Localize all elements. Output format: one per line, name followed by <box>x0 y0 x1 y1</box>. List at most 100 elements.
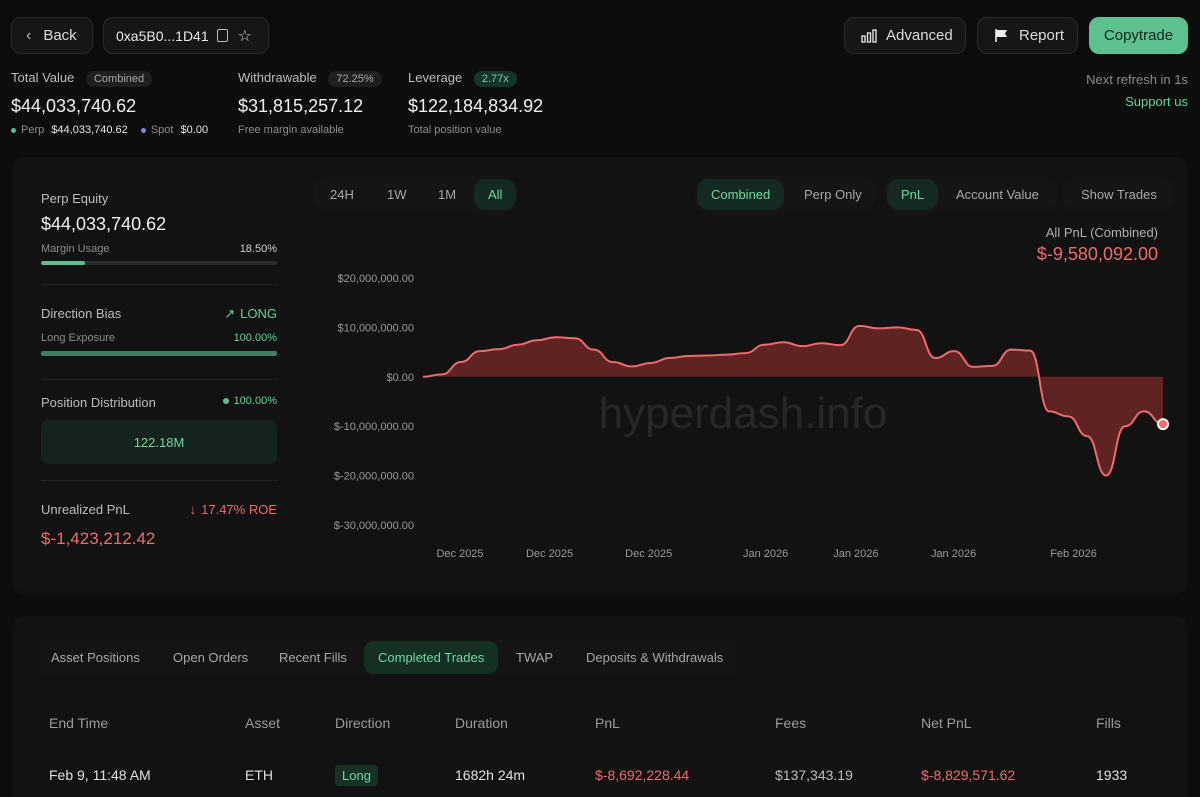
unrealized-pnl-value: $-1,423,212.42 <box>41 529 156 548</box>
advanced-button[interactable]: Advanced <box>844 17 966 54</box>
combined-badge: Combined <box>85 71 153 87</box>
x-tick-label: Jan 2026 <box>931 548 976 560</box>
pnl-area <box>423 325 1163 476</box>
tab-recent-fills[interactable]: Recent Fills <box>279 650 347 665</box>
column-header[interactable]: End Time <box>49 715 109 731</box>
long-exposure-bar <box>41 351 277 356</box>
leverage-badge: 2.77x <box>473 71 517 87</box>
perp-equity-value: $44,033,740.62 <box>41 214 167 234</box>
withdrawable-label: Withdrawable <box>238 70 317 85</box>
cell-fees: $137,343.19 <box>775 767 853 783</box>
cell-direction-badge: Long <box>335 765 378 786</box>
metric-account-value[interactable]: Account Value <box>956 187 1039 202</box>
long-exposure-label: Long Exposure <box>41 332 115 344</box>
trending-up-icon: ↗ <box>224 306 236 321</box>
column-header[interactable]: Direction <box>335 715 391 731</box>
perp-dot-icon <box>11 127 16 133</box>
range-24h[interactable]: 24H <box>330 187 354 202</box>
copytrade-button[interactable]: Copytrade <box>1089 17 1188 54</box>
range-1w[interactable]: 1W <box>387 187 407 202</box>
y-tick-label: $-20,000,000.00 <box>334 471 414 483</box>
column-header[interactable]: Net PnL <box>921 715 972 731</box>
pnl-value: $-9,580,092.00 <box>1036 244 1158 264</box>
back-button[interactable]: ‹ Back <box>11 17 93 54</box>
divider <box>41 284 277 285</box>
tab-asset-positions[interactable]: Asset Positions <box>51 650 140 665</box>
long-exposure-fill <box>41 351 277 356</box>
address-chip: 0xa5B0...1D41 ☆ <box>103 17 269 54</box>
pnl-line <box>422 324 1164 477</box>
copytrade-label: Copytrade <box>1103 27 1174 44</box>
y-tick-label: $0.00 <box>386 372 414 384</box>
cell-net-pnl: $-8,829,571.62 <box>921 767 1016 783</box>
current-point <box>1157 418 1169 431</box>
copy-icon[interactable] <box>216 29 228 42</box>
spot-value: $0.00 <box>180 124 209 136</box>
column-header[interactable]: Asset <box>245 715 281 731</box>
show-trades-toggle[interactable]: Show Trades <box>1081 187 1157 202</box>
margin-usage-label: Margin Usage <box>41 243 110 255</box>
position-distribution-bar: 122.18M <box>41 420 277 464</box>
perp-value: $44,033,740.62 <box>51 124 128 136</box>
cell-end-time: Feb 9, 11:48 AM <box>49 767 151 783</box>
total-value-label: Total Value <box>11 70 75 85</box>
total-value: $44,033,740.62 <box>11 96 137 116</box>
cell-duration: 1682h 24m <box>455 767 526 783</box>
range-all[interactable]: All <box>474 179 517 210</box>
mode-combined[interactable]: Combined <box>697 179 785 210</box>
watermark: hyperdash.info <box>599 389 888 438</box>
cell-asset: ETH <box>245 767 273 783</box>
long-exposure-value: 100.00% <box>233 332 277 344</box>
wallet-address: 0xa5B0...1D41 <box>116 27 209 44</box>
mode-perp-only[interactable]: Perp Only <box>804 187 862 202</box>
bar-chart-icon <box>861 28 877 43</box>
unrealized-pnl-label: Unrealized PnL <box>41 502 130 517</box>
y-tick-label: $-10,000,000.00 <box>334 421 414 433</box>
perp-equity-label: Perp Equity <box>41 191 109 206</box>
metric-pnl[interactable]: PnL <box>887 179 939 210</box>
withdrawable-sub: Free margin available <box>238 124 344 136</box>
chevron-left-icon: ‹ <box>26 26 32 44</box>
tab-completed-trades[interactable]: Completed Trades <box>364 641 499 674</box>
y-tick-label: $20,000,000.00 <box>338 273 414 285</box>
column-header[interactable]: PnL <box>595 715 620 731</box>
perp-label: Perp <box>21 124 45 136</box>
pnl-chart[interactable]: hyperdash.info $20,000,000.00 $10,000,000… <box>300 260 1180 570</box>
withdrawable-block: Withdrawable 72.25% $31,815,257.12 Free … <box>238 70 382 136</box>
arrow-down-icon: ↓ <box>189 502 197 517</box>
unrealized-pnl-block: Unrealized PnL ↓ 17.47% ROE $-1,423,212.4… <box>41 502 277 549</box>
support-link[interactable]: Support us <box>1125 94 1188 109</box>
total-value-block: Total Value Combined $44,033,740.62 Perp… <box>11 70 208 136</box>
column-header[interactable]: Fees <box>775 715 807 731</box>
star-icon[interactable]: ☆ <box>237 27 252 45</box>
leverage-label: Leverage <box>408 70 463 85</box>
column-header[interactable]: Duration <box>455 715 508 731</box>
leverage-block: Leverage 2.77x $122,184,834.92 Total pos… <box>408 70 543 136</box>
x-tick-label: Dec 2025 <box>436 548 483 560</box>
tab-open-orders[interactable]: Open Orders <box>173 650 249 665</box>
margin-usage-fill <box>41 261 85 265</box>
range-1m[interactable]: 1M <box>438 187 457 202</box>
spot-label: Spot <box>150 124 174 136</box>
column-header[interactable]: Fills <box>1096 715 1121 731</box>
x-tick-label: Jan 2026 <box>833 548 878 560</box>
spot-dot-icon <box>140 127 146 133</box>
margin-usage-bar <box>41 261 277 265</box>
advanced-label: Advanced <box>886 27 953 44</box>
withdrawable-value: $31,815,257.12 <box>238 96 364 116</box>
position-distribution-amount: 122.18M <box>133 434 185 450</box>
pnl-title: All PnL (Combined) <box>1045 225 1158 240</box>
tab-twap[interactable]: TWAP <box>516 650 554 665</box>
margin-usage-value: 18.50% <box>239 243 277 255</box>
position-distribution-value: 100.00% <box>233 395 277 407</box>
perp-equity-block: Perp Equity $44,033,740.62 Margin Usage … <box>41 191 277 265</box>
back-label: Back <box>43 27 77 44</box>
show-trades-toggle-bg <box>1063 176 1173 212</box>
divider <box>41 480 277 481</box>
report-button[interactable]: Report <box>977 17 1078 54</box>
x-tick-label: Dec 2025 <box>526 548 573 560</box>
direction-bias-label: Direction Bias <box>41 306 122 321</box>
direction-bias-block: Direction Bias ↗ LONG Long Exposure 100.0… <box>41 306 277 356</box>
direction-bias-value: LONG <box>240 306 277 321</box>
tab-deposits-withdrawals[interactable]: Deposits & Withdrawals <box>586 650 724 665</box>
